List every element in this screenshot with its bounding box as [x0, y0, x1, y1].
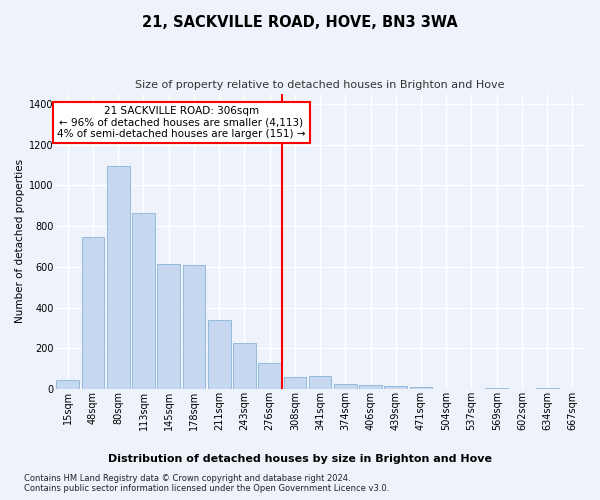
Bar	[334, 384, 356, 389]
Bar	[182, 265, 205, 389]
Bar	[284, 377, 306, 389]
Y-axis label: Number of detached properties: Number of detached properties	[15, 160, 25, 324]
Text: 21 SACKVILLE ROAD: 306sqm
← 96% of detached houses are smaller (4,113)
4% of sem: 21 SACKVILLE ROAD: 306sqm ← 96% of detac…	[57, 106, 305, 139]
Bar	[536, 388, 559, 389]
Bar	[410, 387, 433, 389]
Bar	[82, 236, 104, 389]
Bar	[359, 385, 382, 389]
Bar	[107, 166, 130, 389]
Bar	[309, 376, 331, 389]
Title: Size of property relative to detached houses in Brighton and Hove: Size of property relative to detached ho…	[136, 80, 505, 90]
Bar	[157, 264, 180, 389]
Bar	[233, 344, 256, 389]
Bar	[132, 213, 155, 389]
Text: Contains HM Land Registry data © Crown copyright and database right 2024.: Contains HM Land Registry data © Crown c…	[24, 474, 350, 483]
Bar	[208, 320, 230, 389]
Bar	[258, 362, 281, 389]
Text: 21, SACKVILLE ROAD, HOVE, BN3 3WA: 21, SACKVILLE ROAD, HOVE, BN3 3WA	[142, 15, 458, 30]
Bar	[56, 380, 79, 389]
Bar	[385, 386, 407, 389]
Bar	[485, 388, 508, 389]
Text: Contains public sector information licensed under the Open Government Licence v3: Contains public sector information licen…	[24, 484, 389, 493]
Text: Distribution of detached houses by size in Brighton and Hove: Distribution of detached houses by size …	[108, 454, 492, 464]
